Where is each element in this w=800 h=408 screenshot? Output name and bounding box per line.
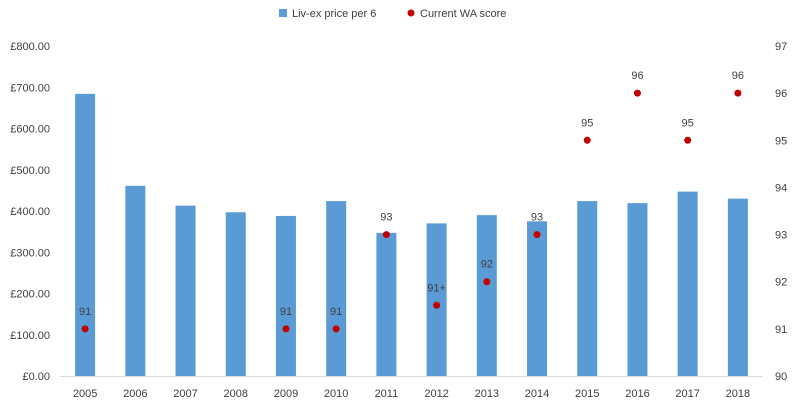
- legend-label-dot: Current WA score: [420, 8, 506, 20]
- score-label: 93: [380, 212, 392, 224]
- right-tick-label: 93: [775, 230, 787, 242]
- x-tick-label: 2013: [475, 388, 499, 400]
- score-point: [684, 136, 692, 144]
- score-point: [433, 301, 441, 309]
- bar: [476, 215, 497, 376]
- bar-series: [75, 93, 748, 376]
- bar: [627, 203, 648, 376]
- x-tick-label: 2015: [575, 388, 599, 400]
- x-tick-label: 2010: [324, 388, 348, 400]
- bar: [175, 205, 196, 376]
- right-tick-label: 90: [775, 371, 787, 383]
- right-tick-label: 92: [775, 277, 787, 289]
- score-label: 91: [79, 306, 91, 318]
- left-tick-label: £200.00: [10, 289, 50, 301]
- score-label: 91: [280, 306, 292, 318]
- score-point: [583, 136, 591, 144]
- x-tick-label: 2014: [525, 388, 549, 400]
- bar: [527, 221, 548, 376]
- right-tick-label: 97: [775, 41, 787, 53]
- right-tick-label: 94: [775, 182, 787, 194]
- score-point: [282, 325, 290, 333]
- x-tick-label: 2009: [274, 388, 298, 400]
- bar: [376, 232, 397, 376]
- score-label: 96: [631, 70, 643, 82]
- left-tick-label: £600.00: [10, 124, 50, 136]
- right-tick-label: 91: [775, 324, 787, 336]
- x-tick-label: 2006: [123, 388, 147, 400]
- score-label: 91+: [427, 282, 446, 294]
- legend: Liv-ex price per 6 Current WA score: [279, 8, 506, 20]
- x-tick-label: 2016: [625, 388, 649, 400]
- x-tick-label: 2012: [424, 388, 448, 400]
- score-point: [382, 231, 390, 239]
- score-label: 92: [481, 259, 493, 271]
- x-tick-label: 2011: [375, 388, 399, 400]
- left-tick-label: £100.00: [10, 330, 50, 342]
- bar: [426, 223, 447, 376]
- bar: [125, 185, 146, 376]
- left-tick-label: £500.00: [10, 165, 50, 177]
- score-point: [633, 89, 641, 97]
- x-tick-label: 2018: [726, 388, 750, 400]
- score-point: [81, 325, 89, 333]
- score-point: [734, 89, 742, 97]
- right-axis: 90 91 92 93 94 95 96 97: [775, 41, 787, 383]
- x-axis: 2005 2006 2007 2008 2009 2010 2011 2012 2013 2014…: [73, 388, 750, 400]
- bar: [75, 93, 96, 376]
- legend-label-bar: Liv-ex price per 6: [292, 8, 376, 20]
- left-tick-label: £700.00: [10, 82, 50, 94]
- x-tick-label: 2008: [224, 388, 248, 400]
- score-label: 91: [330, 306, 342, 318]
- x-tick-label: 2007: [173, 388, 197, 400]
- x-tick-label: 2017: [675, 388, 699, 400]
- score-series: [81, 89, 742, 333]
- legend-swatch-bar: [279, 9, 287, 17]
- score-label: 95: [682, 117, 694, 129]
- bar: [727, 198, 748, 376]
- left-tick-label: £400.00: [10, 206, 50, 218]
- score-point: [332, 325, 340, 333]
- right-tick-label: 95: [775, 135, 787, 147]
- left-tick-label: £300.00: [10, 247, 50, 259]
- bar: [677, 191, 698, 376]
- bar: [275, 215, 296, 376]
- score-point: [483, 278, 491, 286]
- left-tick-label: £0.00: [22, 371, 50, 383]
- score-label: 95: [581, 117, 593, 129]
- x-tick-label: 2005: [73, 388, 97, 400]
- score-point: [533, 231, 541, 239]
- bar: [577, 201, 598, 376]
- score-label: 93: [531, 212, 543, 224]
- bar: [326, 201, 347, 376]
- bar: [225, 212, 246, 376]
- score-label: 96: [732, 70, 744, 82]
- score-labels: 91 91 91 93 91+ 92 93 95 96 95 96: [79, 70, 744, 318]
- right-tick-label: 96: [775, 88, 787, 100]
- left-axis: £0.00 £100.00 £200.00 £300.00 £400.00 £500.00…: [10, 41, 50, 383]
- legend-swatch-dot: [407, 9, 415, 17]
- left-tick-label: £800.00: [10, 41, 50, 53]
